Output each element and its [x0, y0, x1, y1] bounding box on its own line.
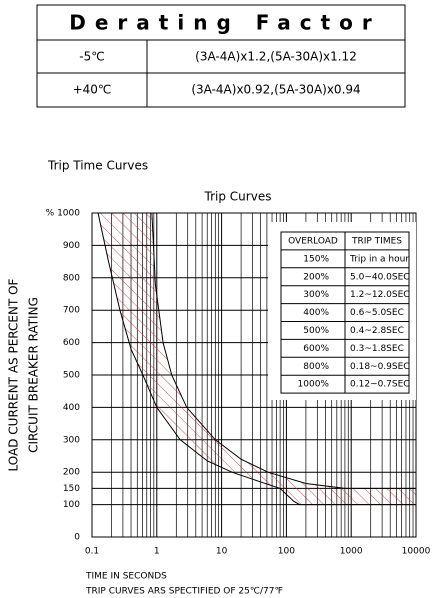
cell: +40℃ [73, 83, 112, 97]
cell: -5℃ [79, 50, 104, 64]
table-cell: Trip in a hour [349, 254, 409, 264]
table-cell: 1000% [298, 380, 330, 390]
table-header: TRIP TIMES [351, 236, 402, 246]
table-cell: 400% [303, 308, 329, 318]
cell: (3A-4A)x0.92,(5A-30A)x0.94 [191, 83, 360, 97]
table-cell: 0.6~5.0SEC [350, 308, 404, 318]
derating-table [36, 4, 406, 108]
y-tick-label: 900 [63, 241, 80, 251]
table-cell: 150% [303, 254, 329, 264]
x-tick-label: 10000 [402, 547, 431, 557]
trip-curve [151, 212, 416, 489]
table-cell: 800% [303, 362, 329, 372]
table-header: OVERLOAD [288, 236, 338, 246]
inset-background [268, 222, 416, 400]
table-cell: 0.3~1.8SEC [350, 344, 404, 354]
trip-band [98, 213, 417, 505]
y-tick-label: 0 [74, 533, 80, 543]
table-cell: 1.2~12.0SEC [350, 290, 410, 300]
table-cell: 500% [303, 326, 329, 336]
y-tick-label: 100 [63, 500, 80, 510]
table-cell: 0.4~2.8SEC [350, 326, 404, 336]
y-tick-label: 800 [63, 273, 80, 283]
y-tick-label: 400 [63, 403, 80, 413]
x-tick-label: 10 [216, 547, 228, 557]
y-tick-label: 300 [63, 435, 80, 445]
y-tick-label: 700 [63, 306, 80, 316]
y-tick-label: 200 [63, 468, 80, 478]
section-title: Trip Time Curves [47, 159, 148, 173]
y-axis-label: CIRCUIT BREAKER RATING [27, 297, 41, 453]
x-axis-label: TIME IN SECONDS [85, 572, 167, 582]
chart-title: Trip Curves [204, 190, 272, 204]
x-tick-label: 1 [154, 547, 160, 557]
y-tick-label: 500 [63, 371, 80, 381]
y-tick-label: 600 [63, 338, 80, 348]
table-cell: 0.12~0.7SEC [350, 380, 410, 390]
cell: (3A-4A)x1.2,(5A-30A)x1.12 [195, 50, 357, 64]
table-cell: 600% [303, 344, 329, 354]
table-cell: 300% [303, 290, 329, 300]
derating-title: Derating Factor [69, 11, 380, 35]
trip-curve [97, 212, 416, 506]
x-tick-label: 1000 [340, 547, 363, 557]
y-tick-label: % 1000 [46, 209, 81, 219]
x-tick-label: 100 [278, 547, 295, 557]
y-axis-label: LOAD CURRENT AS PERCENT OF [7, 278, 21, 471]
table-cell: 200% [303, 272, 329, 282]
chart-note: TRIP CURVES ARS SPECTIFIED OF 25℃/77℉ [85, 587, 283, 597]
table-cell: 5.0~40.0SEC [350, 272, 410, 282]
y-tick-label: 150 [63, 484, 80, 494]
table-cell: 0.18~0.9SEC [350, 362, 410, 372]
x-tick-label: 0.1 [85, 547, 99, 557]
